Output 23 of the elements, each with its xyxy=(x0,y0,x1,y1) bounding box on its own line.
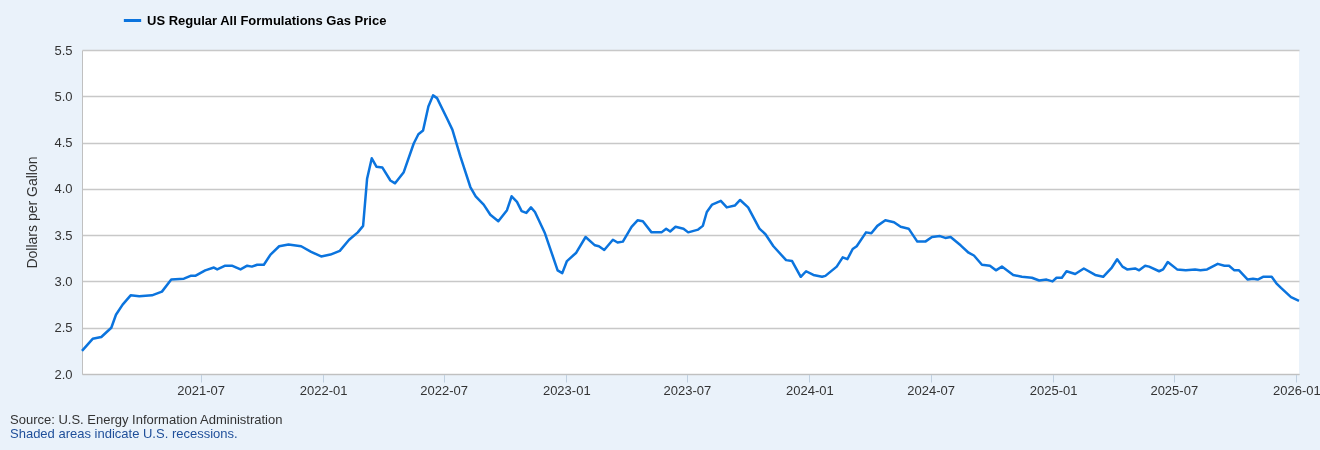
y-tick-label: 2.5 xyxy=(54,320,73,336)
x-tick-label: 2022-01 xyxy=(299,382,348,398)
x-tick-label: 2023-07 xyxy=(663,382,712,398)
y-tick-label: 2.0 xyxy=(54,366,73,382)
x-tick-label: 2022-07 xyxy=(420,382,469,398)
x-tick-label: 2023-01 xyxy=(542,382,591,398)
legend-label: US Regular All Formulations Gas Price xyxy=(147,12,387,28)
x-tick-label: 2021-07 xyxy=(177,382,225,398)
y-tick-label: 5.5 xyxy=(54,42,73,58)
y-axis-title: Dollars per Gallon xyxy=(24,156,41,269)
y-tick-label: 5.0 xyxy=(54,88,73,104)
text: Shaded areas indicate U.S. recessions. xyxy=(10,426,238,441)
y-tick-label: 4.5 xyxy=(54,135,73,151)
x-tick-label: 2024-01 xyxy=(786,382,834,398)
source-note: Source: U.S. Energy Information Administration xyxy=(10,412,283,427)
y-tick-label: 3.0 xyxy=(54,273,73,289)
x-tick-label: 2025-01 xyxy=(1029,382,1078,398)
y-tick-label: 3.5 xyxy=(54,227,73,243)
x-tick-label: 2024-07 xyxy=(907,382,955,398)
y-tick-label: 4.0 xyxy=(54,181,73,197)
x-tick-label: 2025-07 xyxy=(1150,382,1199,398)
line-series xyxy=(80,94,1301,353)
x-tick-label: 2026-01 xyxy=(1272,382,1320,398)
